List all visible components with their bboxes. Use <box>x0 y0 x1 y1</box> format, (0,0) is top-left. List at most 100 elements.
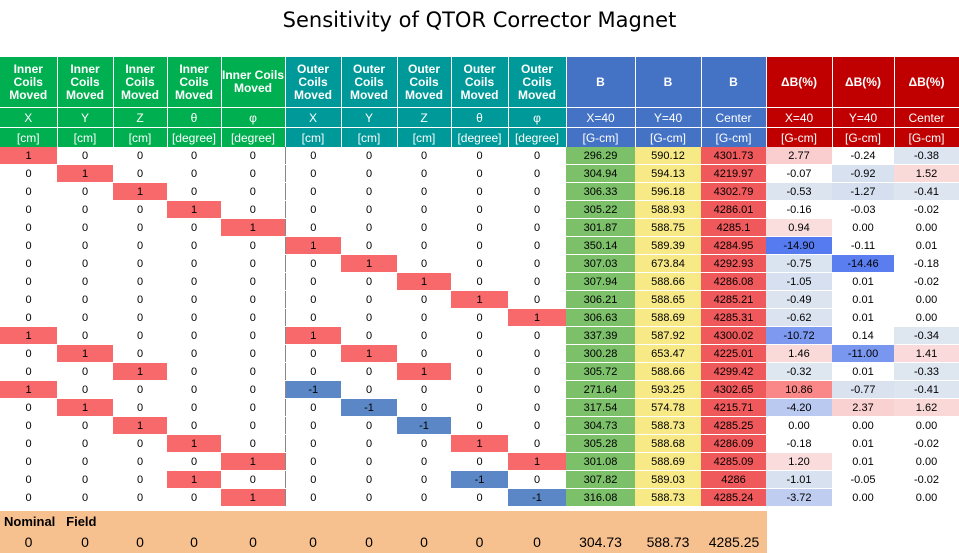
table-cell: 0 <box>284 362 341 381</box>
column-unit-header: [G-cm] <box>701 127 767 147</box>
table-cell: 0 <box>284 470 341 489</box>
table-cell: 0 <box>341 434 397 453</box>
table-cell: 0 <box>508 218 566 237</box>
table-cell: 1 <box>508 452 566 471</box>
column-sub-header: Center <box>894 107 959 128</box>
table-cell: 1 <box>284 236 341 255</box>
table-cell: 0 <box>0 362 57 381</box>
table-cell: 1 <box>397 362 451 381</box>
table-cell: 0 <box>57 488 113 507</box>
table-cell: 0 <box>451 488 508 507</box>
column-unit-header: [degree] <box>167 127 222 147</box>
column-sub-header: Y=40 <box>832 107 895 128</box>
table-cell: 0 <box>167 488 221 507</box>
table-row: 0 0 0 1 0 0 0 0 1 0 305.28 588.68 4286.09 -0.18 0.01 -0… <box>0 434 959 453</box>
column-group-header: Outer Coils Moved <box>285 57 342 108</box>
table-cell: 596.18 <box>635 182 701 201</box>
table-cell: 0 <box>57 290 113 309</box>
table-cell: 307.03 <box>566 254 635 273</box>
nominal-value: 0 <box>533 534 541 550</box>
table-cell: 0 <box>113 380 167 399</box>
table-row: 1 0 0 0 0 0 0 0 0 0 296.29 590.12 4301.73 2.77 -0.24 -0… <box>0 147 959 165</box>
table-cell: 0 <box>451 236 508 255</box>
table-cell: -0.32 <box>766 362 832 381</box>
table-cell: 0 <box>508 326 566 345</box>
table-cell: 0 <box>113 434 167 453</box>
table-cell: 0 <box>0 416 57 435</box>
table-cell: 0 <box>451 452 508 471</box>
table-cell: 0 <box>113 147 167 165</box>
table-cell: 0 <box>57 272 113 291</box>
table-cell: 0 <box>451 416 508 435</box>
table-cell: -0.41 <box>894 182 959 201</box>
table-cell: 2.77 <box>766 147 832 165</box>
table-cell: 0 <box>397 290 451 309</box>
table-row: 0 0 1 0 0 0 0 0 0 0 306.33 596.18 4302.79 -0.53 -1.27-… <box>0 182 959 201</box>
table-cell: 306.63 <box>566 308 635 327</box>
table-cell: 0 <box>221 380 285 399</box>
table-cell: 4302.65 <box>701 380 766 399</box>
table-cell: -0.92 <box>832 164 894 183</box>
table-cell: 0 <box>57 326 113 345</box>
table-cell: 0 <box>113 218 167 237</box>
table-cell: 588.68 <box>635 434 701 453</box>
table-cell: 0 <box>341 452 397 471</box>
table-cell: 0 <box>167 452 221 471</box>
nominal-value: 0 <box>81 534 89 550</box>
table-cell: 1 <box>341 344 397 363</box>
sensitivity-table: Inner Coils Moved Inner Coils Moved Inner … <box>0 57 959 507</box>
column-unit-header: [cm] <box>0 127 58 147</box>
table-cell: 0.00 <box>894 308 959 327</box>
table-cell: 0 <box>397 434 451 453</box>
table-cell: -0.53 <box>766 182 832 201</box>
table-cell: 0 <box>0 182 57 201</box>
table-cell: 4302.79 <box>701 182 766 201</box>
table-cell: 0 <box>451 164 508 183</box>
table-cell: 0.00 <box>894 452 959 471</box>
table-cell: 0 <box>0 470 57 489</box>
table-cell: -0.02 <box>894 272 959 291</box>
table-row: 0 0 0 0 0 0 1 0 0 0 307.03 673.84 4292.93 -0.75 -14.46… <box>0 254 959 273</box>
table-cell: 0 <box>167 236 221 255</box>
nominal-value: 0 <box>309 534 317 550</box>
table-cell: 0 <box>167 308 221 327</box>
table-cell: 0 <box>113 344 167 363</box>
table-cell: 0.01 <box>832 308 894 327</box>
table-cell: 0 <box>167 182 221 201</box>
table-cell: -4.20 <box>766 398 832 417</box>
table-cell: 0 <box>221 434 285 453</box>
table-cell: 0 <box>0 344 57 363</box>
nominal-field-band <box>0 511 767 553</box>
table-cell: 0 <box>508 398 566 417</box>
table-cell: 1 <box>0 380 57 399</box>
column-group-header: Inner Coils Moved <box>57 57 114 108</box>
table-cell: -0.75 <box>766 254 832 273</box>
table-cell: -0.33 <box>894 362 959 381</box>
table-cell: -1 <box>284 380 341 399</box>
table-cell: 0 <box>451 254 508 273</box>
table-cell: 0 <box>57 308 113 327</box>
table-cell: 588.75 <box>635 218 701 237</box>
table-cell: 0 <box>284 416 341 435</box>
nominal-label-1: Nominal <box>4 514 56 529</box>
table-cell: 0 <box>221 308 285 327</box>
table-cell: -0.02 <box>894 200 959 219</box>
table-cell: -0.41 <box>894 380 959 399</box>
table-cell: 0 <box>113 452 167 471</box>
table-cell: 0 <box>341 218 397 237</box>
table-cell: 0 <box>113 470 167 489</box>
table-cell: 0 <box>57 200 113 219</box>
table-cell: 1 <box>221 218 285 237</box>
nominal-field-label: Nominal Field <box>4 514 96 529</box>
table-cell: 317.54 <box>566 398 635 417</box>
nominal-values-row: 0 0 0 0 0 0 0 0 0 0 304.73 588.73 4285.25 <box>0 532 767 552</box>
column-group-header: Inner Coils Moved <box>0 57 58 108</box>
table-cell: 304.94 <box>566 164 635 183</box>
table-cell: 0 <box>397 218 451 237</box>
table-cell: 0 <box>451 200 508 219</box>
column-sub-header: X=40 <box>766 107 833 128</box>
nominal-value: 304.73 <box>579 534 622 550</box>
table-cell: 0 <box>341 147 397 165</box>
table-cell: 4300.02 <box>701 326 766 345</box>
table-cell: 1 <box>284 326 341 345</box>
